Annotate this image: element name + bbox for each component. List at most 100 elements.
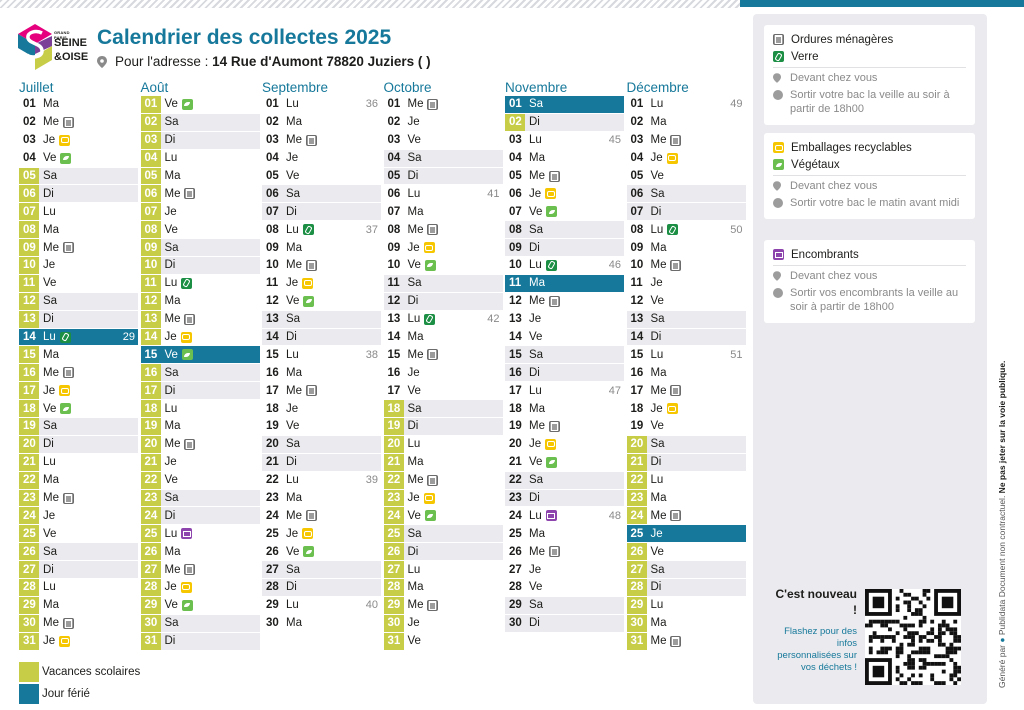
day-name: Sa — [164, 617, 179, 630]
day-number: 03 — [387, 134, 401, 147]
day-number: 06 — [387, 187, 401, 200]
day-name: Ma — [407, 205, 424, 218]
day-row: 08 Me — [383, 220, 503, 239]
day-number: 07 — [19, 203, 39, 221]
day-name: Me — [43, 492, 59, 505]
day-name: Di — [43, 187, 54, 200]
day-name: Di — [286, 456, 297, 469]
day-number: 15 — [509, 348, 522, 361]
day-row: 20 Je — [505, 434, 624, 453]
day-row: 11 Ve — [19, 273, 138, 292]
day-row: 07 Ve — [505, 202, 624, 221]
trash-bin-icon — [427, 349, 439, 361]
day-number: 04 — [266, 152, 279, 165]
day-number: 13 — [509, 313, 522, 326]
day-number: 14 — [387, 331, 401, 344]
day-number: 08 — [140, 221, 161, 239]
day-row: 25 Sa — [383, 524, 503, 543]
day-name: Di — [529, 366, 540, 379]
day-row: 20 Lu — [383, 434, 503, 453]
card-time: Sortir vos encombrants la veille au soir… — [773, 286, 966, 314]
legend-ferie: Jour férié — [19, 683, 140, 704]
month-header: Juillet — [19, 80, 54, 95]
week-number: 45 — [608, 134, 621, 147]
week-number: 47 — [608, 384, 621, 397]
day-row: 02 Me — [19, 112, 138, 131]
day-row: 30 Di — [505, 613, 624, 632]
day-name: Lu — [407, 187, 421, 200]
day-name: Ma — [407, 581, 424, 594]
card-heading-om: Ordures ménagères — [773, 31, 966, 48]
leaf-icon — [60, 152, 72, 164]
day-row: 05 Me — [505, 166, 624, 185]
day-name: Lu — [43, 456, 56, 469]
qr-code[interactable] — [865, 589, 961, 685]
day-name: Ve — [529, 581, 543, 594]
day-name: Di — [164, 134, 176, 147]
day-name: Lu — [529, 134, 542, 147]
day-row: 01 Sa — [505, 95, 624, 113]
day-name: Me — [529, 420, 545, 433]
day-name: Sa — [529, 599, 544, 612]
recycling-box-icon — [666, 403, 678, 415]
day-number: 10 — [630, 259, 644, 272]
day-row: 04 Je — [626, 148, 746, 167]
day-name: Ma — [407, 331, 424, 344]
card-heading-verre: Verre — [773, 48, 966, 65]
day-name: Di — [164, 384, 176, 397]
day-number: 11 — [630, 277, 643, 290]
info-card-emballages-vegetaux: Emballages recyclables Végétaux Devant c… — [764, 133, 975, 219]
day-row: 24 Ve — [383, 506, 503, 525]
day-number: 30 — [509, 617, 522, 630]
day-name: Di — [650, 331, 662, 344]
day-number: 14 — [19, 328, 39, 346]
day-row: 24 Me — [262, 506, 381, 525]
day-number: 23 — [509, 492, 522, 505]
day-number: 14 — [509, 331, 522, 344]
day-number: 17 — [19, 382, 39, 400]
day-name: Lu — [164, 152, 178, 165]
recycling-box-icon — [180, 331, 192, 343]
day-number: 24 — [626, 507, 647, 525]
leaf-icon — [181, 599, 193, 611]
day-number: 09 — [387, 241, 401, 254]
day-row: 06 Sa — [626, 184, 746, 203]
card-title-encombrants: Encombrants — [791, 248, 859, 261]
day-name: Ve — [650, 545, 664, 558]
day-name: Ve — [286, 545, 300, 558]
day-row: 08 Ve — [140, 220, 260, 239]
week-number: 29 — [122, 331, 135, 344]
day-name: Je — [529, 313, 542, 326]
day-number: 21 — [140, 453, 161, 471]
month-header: Août — [140, 80, 169, 95]
bottle-icon — [59, 331, 71, 343]
location-pin-icon — [773, 73, 781, 83]
grand-paris-seine-oise-logo: GRAND PARIS SEINE &OISE — [18, 24, 88, 72]
leaf-icon — [773, 159, 784, 170]
trash-bin-icon — [670, 259, 682, 271]
day-name: Me — [650, 384, 667, 397]
day-row: 29 Sa — [505, 595, 624, 614]
month-column: Juillet 01 Ma 02 Me 03 Je 04 Ve 05 Sa 06 Di 07 Lu 08 Ma 0… — [19, 80, 141, 650]
day-row: 15 Sa — [505, 345, 624, 364]
month-header: Octobre — [383, 80, 432, 95]
legend-ferie-label: Jour férié — [42, 687, 90, 700]
day-number: 03 — [23, 134, 36, 147]
day-number: 27 — [266, 563, 279, 576]
day-name: Je — [529, 438, 542, 451]
day-row: 25 Lu — [140, 524, 260, 543]
card-location: Devant chez vous — [773, 71, 966, 85]
day-name: Lu — [650, 348, 664, 361]
day-number: 08 — [630, 223, 644, 236]
day-name: Di — [286, 205, 297, 218]
day-row: 28 Ma — [383, 578, 503, 596]
day-name: Ma — [529, 277, 545, 290]
day-row: 22 Sa — [505, 470, 624, 489]
day-number: 26 — [626, 543, 647, 561]
trash-bin-icon — [184, 313, 196, 325]
day-number: 25 — [140, 525, 161, 543]
recycling-box-icon — [302, 277, 314, 289]
day-name: Je — [43, 509, 56, 522]
day-row: 02 Di — [505, 112, 624, 131]
logo-s-icon — [18, 24, 52, 70]
